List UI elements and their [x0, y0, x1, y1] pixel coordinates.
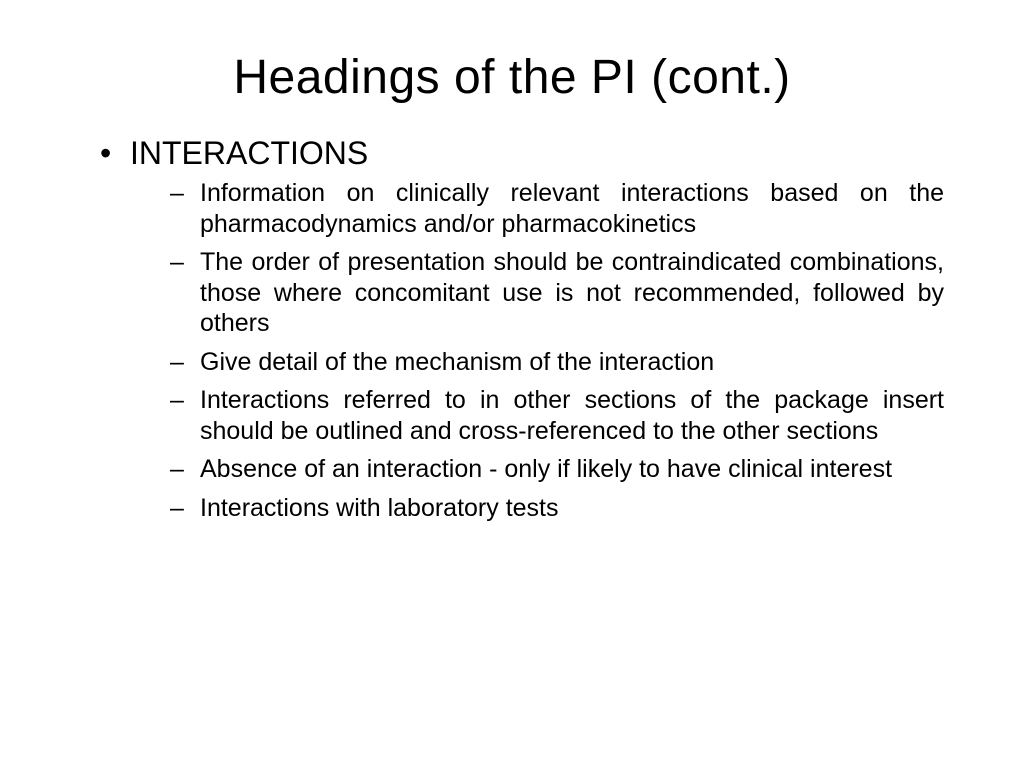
slide-title: Headings of the PI (cont.) — [80, 50, 944, 105]
bullet-list-level1: INTERACTIONS Information on clinically r… — [100, 135, 944, 523]
sub-bullet: Interactions with laboratory tests — [170, 493, 944, 524]
bullet-list-level2: Information on clinically relevant inter… — [170, 178, 944, 523]
sub-bullet: Information on clinically relevant inter… — [170, 178, 944, 239]
sub-bullet: Give detail of the mechanism of the inte… — [170, 347, 944, 378]
sub-bullet: Absence of an interaction - only if like… — [170, 454, 944, 485]
bullet-heading: INTERACTIONS — [130, 135, 368, 171]
sub-bullet: The order of presentation should be cont… — [170, 247, 944, 339]
slide: Headings of the PI (cont.) INTERACTIONS … — [0, 0, 1024, 768]
sub-bullet: Interactions referred to in other sectio… — [170, 385, 944, 446]
bullet-interactions: INTERACTIONS Information on clinically r… — [100, 135, 944, 523]
